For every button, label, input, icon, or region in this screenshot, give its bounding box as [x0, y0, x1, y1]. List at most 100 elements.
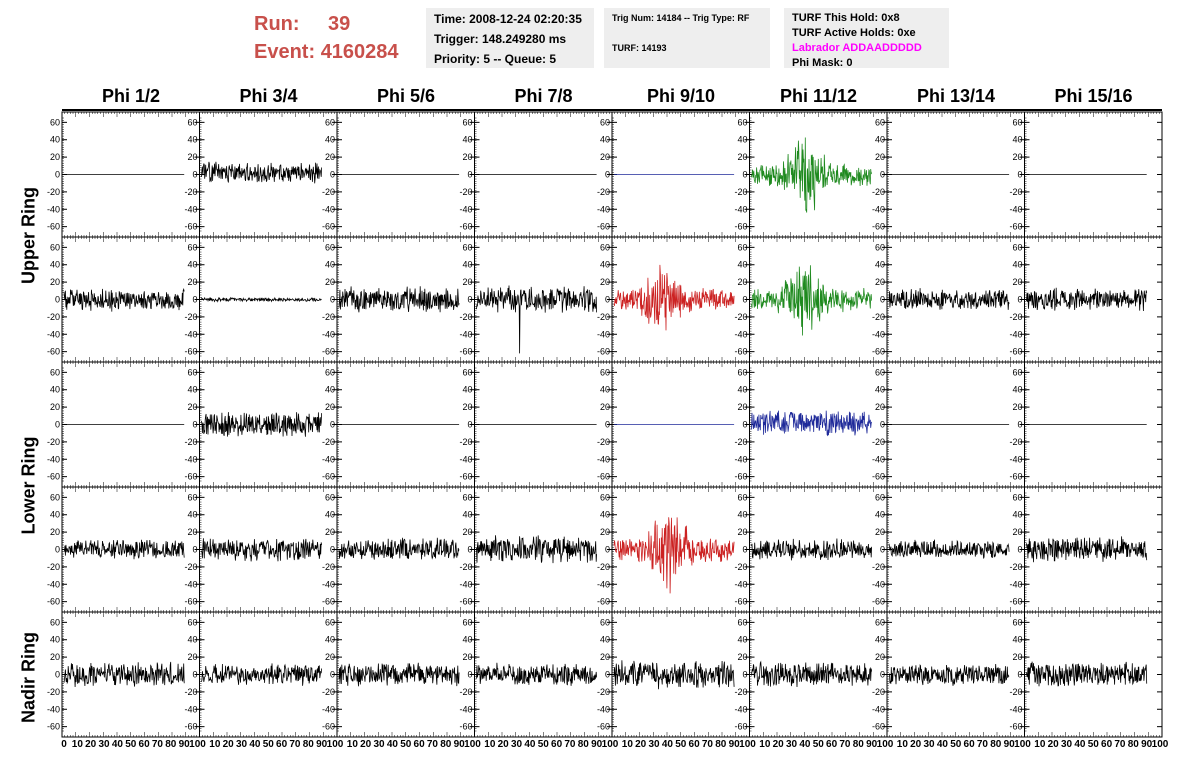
y-tick-label: -20 — [322, 312, 335, 322]
y-tick-label: -20 — [459, 562, 472, 572]
y-tick-label: -60 — [184, 597, 197, 607]
y-tick-label: 60 — [462, 242, 472, 252]
y-tick-label: -60 — [47, 222, 60, 232]
y-tick-label: -60 — [47, 472, 60, 482]
y-tick-label: -40 — [322, 329, 335, 339]
waveform-trace — [889, 288, 1009, 310]
y-tick-label: 40 — [737, 260, 747, 270]
y-tick-label: 0 — [467, 295, 472, 305]
y-tick-label: -60 — [322, 472, 335, 482]
y-tick-label: -20 — [184, 187, 197, 197]
y-tick-label: 60 — [875, 367, 885, 377]
y-tick-label: 40 — [325, 260, 335, 270]
y-tick-label: 0 — [1017, 295, 1022, 305]
y-tick-label: 20 — [737, 277, 747, 287]
y-tick-label: -20 — [872, 312, 885, 322]
y-tick-label: 60 — [50, 117, 60, 127]
y-tick-label: 20 — [875, 152, 885, 162]
y-tick-label: 40 — [737, 135, 747, 145]
y-tick-label: 40 — [600, 135, 610, 145]
y-tick-label: 40 — [50, 510, 60, 520]
y-tick-label: 60 — [462, 492, 472, 502]
waveform-trace — [752, 411, 872, 436]
y-tick-label: -40 — [459, 329, 472, 339]
y-tick-label: 40 — [50, 260, 60, 270]
y-tick-label: 20 — [50, 277, 60, 287]
y-tick-label: 20 — [462, 152, 472, 162]
y-tick-label: 60 — [737, 117, 747, 127]
y-tick-label: 20 — [462, 402, 472, 412]
y-tick-label: 20 — [737, 402, 747, 412]
panel-frame — [200, 112, 338, 237]
y-tick-label: 0 — [330, 295, 335, 305]
y-tick-label: -60 — [459, 347, 472, 357]
y-tick-label: -20 — [1009, 437, 1022, 447]
y-tick-label: 0 — [880, 295, 885, 305]
y-tick-label: 40 — [187, 260, 197, 270]
y-tick-label: 20 — [1012, 402, 1022, 412]
y-tick-label: 0 — [742, 170, 747, 180]
y-tick-label: 40 — [325, 510, 335, 520]
y-tick-label: 40 — [462, 510, 472, 520]
y-tick-label: -40 — [734, 329, 747, 339]
y-tick-label: 0 — [742, 295, 747, 305]
y-tick-label: 0 — [55, 170, 60, 180]
y-tick-label: 60 — [187, 367, 197, 377]
y-tick-label: -20 — [47, 312, 60, 322]
y-tick-label: -60 — [459, 597, 472, 607]
y-tick-label: 60 — [737, 367, 747, 377]
waveform-trace — [614, 265, 734, 331]
y-tick-label: 0 — [192, 295, 197, 305]
y-tick-label: -60 — [597, 347, 610, 357]
y-tick-label: 20 — [1012, 277, 1022, 287]
y-tick-label: -20 — [1009, 187, 1022, 197]
waveform-trace — [64, 540, 184, 559]
y-tick-label: -20 — [322, 562, 335, 572]
y-tick-label: 40 — [50, 135, 60, 145]
y-tick-label: 60 — [50, 367, 60, 377]
y-tick-label: 40 — [462, 260, 472, 270]
y-tick-label: 20 — [187, 152, 197, 162]
y-tick-label: 60 — [187, 117, 197, 127]
y-tick-label: 20 — [50, 152, 60, 162]
waveform-trace — [477, 286, 597, 354]
y-tick-label: -40 — [734, 454, 747, 464]
y-tick-label: 40 — [875, 385, 885, 395]
y-tick-label: 20 — [875, 402, 885, 412]
y-tick-label: -20 — [459, 187, 472, 197]
y-tick-label: -20 — [184, 437, 197, 447]
y-tick-label: 40 — [737, 385, 747, 395]
y-tick-label: -60 — [47, 347, 60, 357]
y-tick-label: 40 — [187, 135, 197, 145]
y-tick-label: 0 — [330, 420, 335, 430]
y-tick-label: 20 — [462, 277, 472, 287]
y-tick-label: -20 — [734, 187, 747, 197]
y-tick-label: -20 — [47, 187, 60, 197]
y-tick-label: 60 — [325, 117, 335, 127]
y-tick-label: 0 — [467, 420, 472, 430]
y-tick-label: -20 — [47, 562, 60, 572]
y-tick-label: 40 — [875, 260, 885, 270]
y-tick-label: 20 — [187, 527, 197, 537]
y-tick-label: -40 — [459, 204, 472, 214]
y-tick-label: -40 — [184, 454, 197, 464]
y-tick-label: -60 — [1009, 222, 1022, 232]
y-tick-label: -20 — [597, 562, 610, 572]
y-tick-label: -60 — [872, 222, 885, 232]
y-tick-label: -20 — [47, 437, 60, 447]
y-tick-label: 40 — [1012, 260, 1022, 270]
y-tick-label: 0 — [192, 420, 197, 430]
waveform-trace — [477, 535, 597, 563]
y-tick-label: 60 — [875, 117, 885, 127]
waveform-trace — [339, 538, 459, 560]
y-tick-label: -60 — [184, 222, 197, 232]
